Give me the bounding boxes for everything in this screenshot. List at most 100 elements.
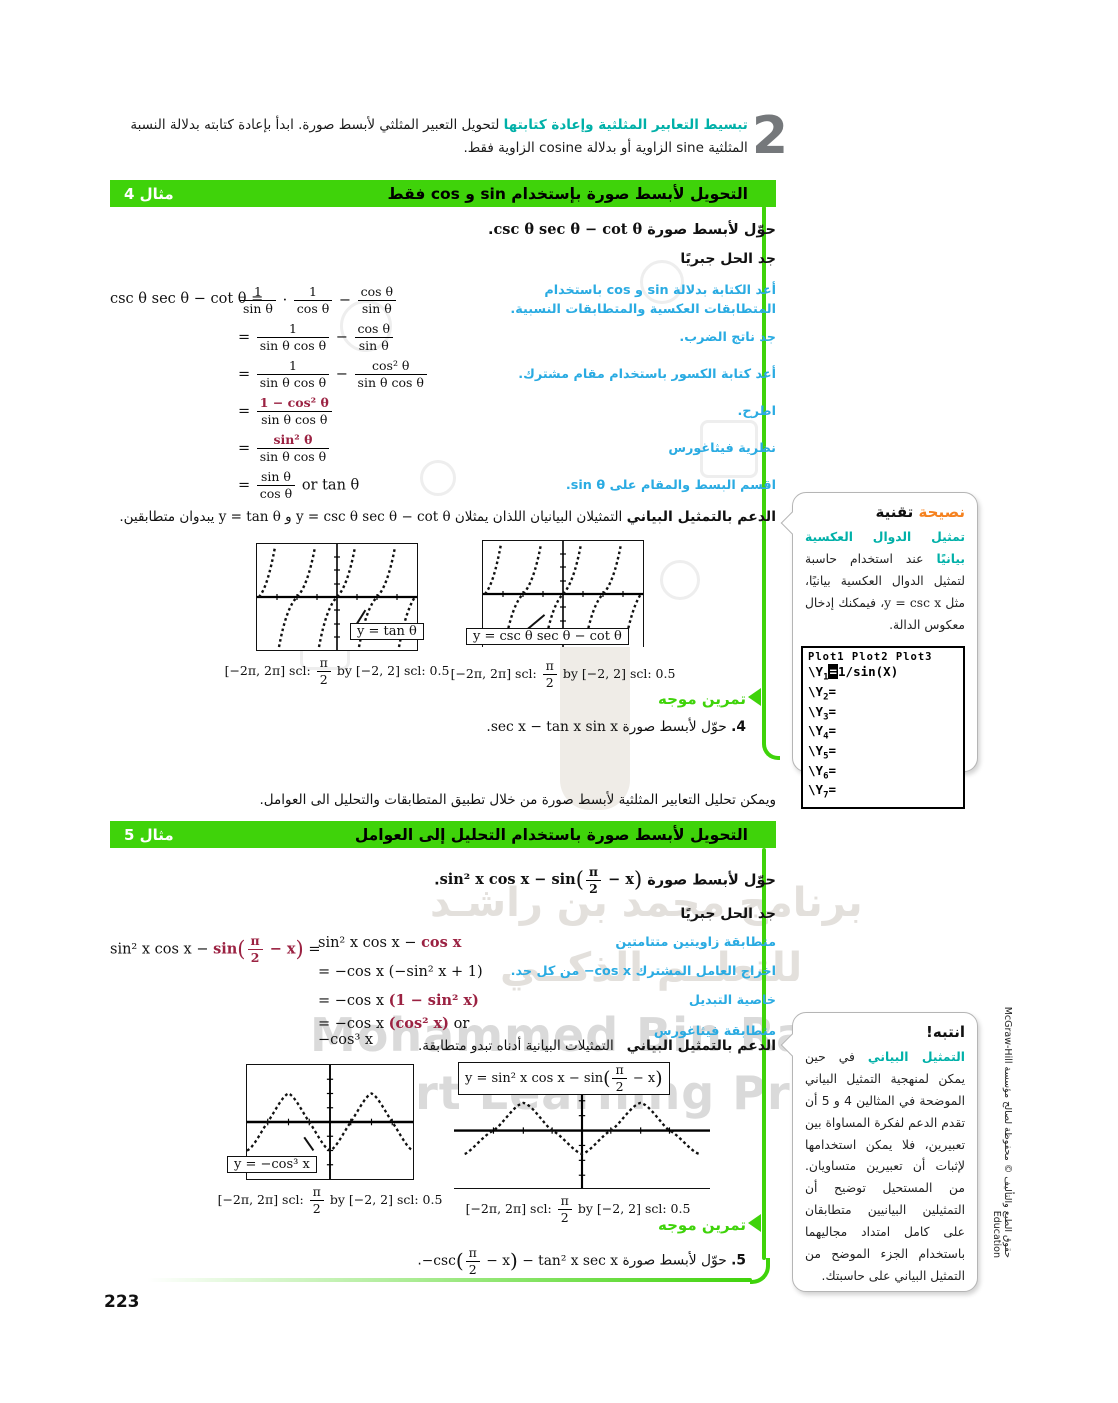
exercise-text: حوّل لأبسط صورة [622, 719, 727, 735]
doodle-circle [660, 560, 700, 600]
step-math: = sin θ cos θ or tan θ [238, 469, 360, 502]
graph-support-tail: يبدوان متطابقين. [119, 509, 215, 525]
step-annotation: متطابقة فيثاغورس [653, 1023, 776, 1039]
equation-row: جد ناتج الضرب. = 1 sin θ cos θ − cos θ sin … [110, 319, 776, 356]
tech-tip-box: نصيحة تقنية تمثيل الدوال العكسية بيانيًا… [780, 492, 978, 809]
example4-graph-support: الدعم بالتمثيل البياني التمثيلان البياني… [110, 509, 776, 525]
calculator-plot-tabs: Plot1 Plot2 Plot3 [808, 651, 933, 664]
equation-row: اقسم البسط والمقام على sin θ. = sin θ cos … [110, 467, 776, 504]
example4-problem-math: csc θ sec θ − cot θ [493, 221, 643, 238]
example4-solve-heading: جد الحل جبريًا [680, 251, 776, 267]
step-math: = 1 − cos² θ sin θ cos θ [110, 396, 476, 427]
example5-derivation: sin² x cos x − sin(π 2 − x) = متطابقة زاو… [110, 928, 776, 1049]
equation-row: خاصية التبديل = −cos x (1 − sin² x) [110, 986, 776, 1015]
example5-green-rule-corner [750, 1258, 770, 1284]
step-annotation: اطرح. [737, 404, 776, 420]
calculator-row: \Y1=1/sin(X) [808, 664, 899, 683]
period: . [434, 872, 440, 889]
example4-derivation: csc θ sec θ − cot θ = أعد الكتابة بدلالة… [110, 281, 776, 504]
example4-green-rule [762, 206, 766, 740]
tech-tip-title-colored: نصيحة [918, 503, 965, 521]
tan-plot-label: y = tan θ [350, 623, 424, 640]
tech-tip-math: y = csc x [884, 595, 942, 610]
example4-header-bar: مثال 4 التحويل لأبسط صورة بإستخدام sin و… [110, 180, 776, 207]
calculator-row: \Y4= [808, 723, 837, 742]
exercise-text: حوّل لأبسط صورة [622, 1252, 727, 1269]
period: . [486, 719, 491, 735]
exercise-math: −csc(π 2 − x) − tan² x sec x [421, 1244, 619, 1277]
doodle-circle [420, 460, 456, 496]
calculator-row: \Y2= [808, 684, 837, 703]
caution-text: في حين يمكن لمنهجية التمثيل البياني المو… [805, 1050, 965, 1283]
graph-support-lead: الدعم بالتمثيل البياني [626, 509, 776, 525]
equation-row: متطابقة زاويتين متتامتين sin² x cos x − c… [110, 928, 776, 957]
equation-row: اخراج العامل المشترك ‎−cos x‎ من كل حد. =… [110, 957, 776, 986]
section-heading: تبسيط التعابير المثلثية وإعادة كتابتها [503, 117, 748, 133]
example4-problem: حوّل لأبسط صورة csc θ sec θ − cot θ. [110, 221, 776, 238]
calculator-screen: Plot1 Plot2 Plot3 \Y1=1/sin(X) \Y2= \Y3= \Y… [801, 646, 965, 809]
equation-row: متطابقة فيثاغورس = −cos x (cos² x) or −co… [110, 1015, 776, 1048]
example5-green-rule [762, 848, 766, 1260]
step-math: = −cos x (cos² x) or −cos³ x [318, 1015, 470, 1048]
tech-tip-title-rest: تقنية [875, 503, 914, 521]
example5-label: مثال 5 [124, 825, 174, 844]
calculator-function-rows: \Y1=1/sin(X) \Y2= \Y3= \Y4= \Y5= \Y6= \Y7= [808, 664, 958, 801]
example4-lhs: csc θ sec θ − cot θ = [110, 291, 264, 307]
sin2xcosx-plot-label: y = sin² x cos x − sin(π 2 − x) [458, 1062, 670, 1095]
example4-graph-expression: y = csc θ sec θ − cot θ [−2π, 2π] scl: π… [448, 540, 678, 690]
guided-exercise-arrow [748, 1214, 761, 1232]
step-annotation: اقسم البسط والمقام على sin θ. [565, 478, 776, 494]
caution-title: انتبه! [926, 1023, 965, 1041]
caution-box: انتبه! التمثيل البياني في حين يمكن لمنهج… [780, 1012, 978, 1292]
example5-problem: حوّل لأبسط صورة sin² x cos x − sin(π 2 − … [110, 860, 776, 900]
callout-pointer [780, 511, 804, 535]
calculator-row: \Y7= [808, 782, 837, 801]
step-math: = −cos x (−sin² x + 1) [318, 963, 483, 980]
step-math: = 1 sin θ cos θ − cos θ sin θ [110, 322, 476, 353]
example5-graph-support: الدعم بالتمثيل البياني التمثيلات البياني… [110, 1038, 776, 1054]
page-number: 223 [104, 1292, 140, 1312]
calculator-row: \Y6= [808, 762, 837, 782]
example5-problem-lead: حوّل لأبسط صورة [647, 872, 776, 889]
step-annotation: أعد الكتابة بدلالة sin و cos باستخدام ال… [510, 283, 776, 318]
watermark-arabic-2: للتعلــم الذكــي [500, 945, 803, 991]
example5-guided-exercise: 5. حوّل لأبسط صورة −csc(π 2 − x) − tan² x… [110, 1240, 746, 1280]
step-math: 1 sin θ · 1 cos θ − cos θ sin θ [110, 284, 476, 316]
sin2xcosx-curve-svg [454, 1088, 710, 1188]
graph-support-text: التمثيلان البيانيان اللذان يمثلان [454, 509, 623, 525]
doodle-circle [640, 260, 684, 304]
equation-row: اطرح. = 1 − cos² θ sin θ cos θ [110, 393, 776, 430]
exercise-math: sec x − tan x sin x [490, 719, 619, 735]
caution-lead: التمثيل البياني [867, 1050, 965, 1064]
graph-support-conj: و [285, 509, 292, 525]
period: . [417, 1252, 422, 1269]
example5-title: التحويل لأبسط صورة باستخدام التحليل إلى … [354, 825, 748, 844]
example4-title: التحويل لأبسط صورة بإستخدام sin و cos فق… [387, 184, 749, 203]
step-math: sin² x cos x − cos x [318, 934, 462, 951]
step-annotation: جد ناتج الضرب. [679, 330, 776, 346]
example5-problem-math: sin² x cos x − sin(π 2 − x) [439, 863, 643, 896]
period: . [487, 222, 494, 238]
watermark-arabic-1: برنامج محمد بن راشـد [430, 880, 863, 926]
step-math: = −cos x (1 − sin² x) [318, 992, 479, 1009]
tech-tip-text-tail: ، فيمكنك إدخال معكوس الدالة. [805, 595, 965, 632]
graph-support-lead: الدعم بالتمثيل البياني [626, 1038, 776, 1054]
example4-steps: أعد الكتابة بدلالة sin و cos باستخدام ال… [110, 281, 776, 504]
tech-tip-text: عند استخدام حاسبة لتمثيل الدوال العكسية … [805, 551, 965, 610]
equation-row: أعد كتابة الكسور باستخدام مقام مشترك. = 1… [110, 356, 776, 393]
example4-guided-heading: تمرين موجه [658, 690, 746, 708]
equation-row: أعد الكتابة بدلالة sin و cos باستخدام ال… [110, 281, 776, 319]
example5-green-rule-bottom [94, 1278, 752, 1282]
csc-sec-cot-plot-label: y = csc θ sec θ − cot θ [466, 628, 629, 645]
tech-tip-body: تمثيل الدوال العكسية بيانيًا عند استخدام… [805, 527, 965, 636]
section-body: لتحويل التعبير المثلثي لأبسط صورة. ابدأ … [130, 117, 748, 156]
between-paragraph: ويمكن تحليل التعابير المثلثية لأبسط صورة… [259, 792, 776, 808]
example4-problem-lead: حوّل لأبسط صورة [647, 222, 776, 238]
copyright-vertical: حقوق الطبع والتأليف © محفوظة لصالح مؤسسة… [991, 1006, 1013, 1258]
step-math: = sin² θ sin θ cos θ [110, 433, 476, 464]
